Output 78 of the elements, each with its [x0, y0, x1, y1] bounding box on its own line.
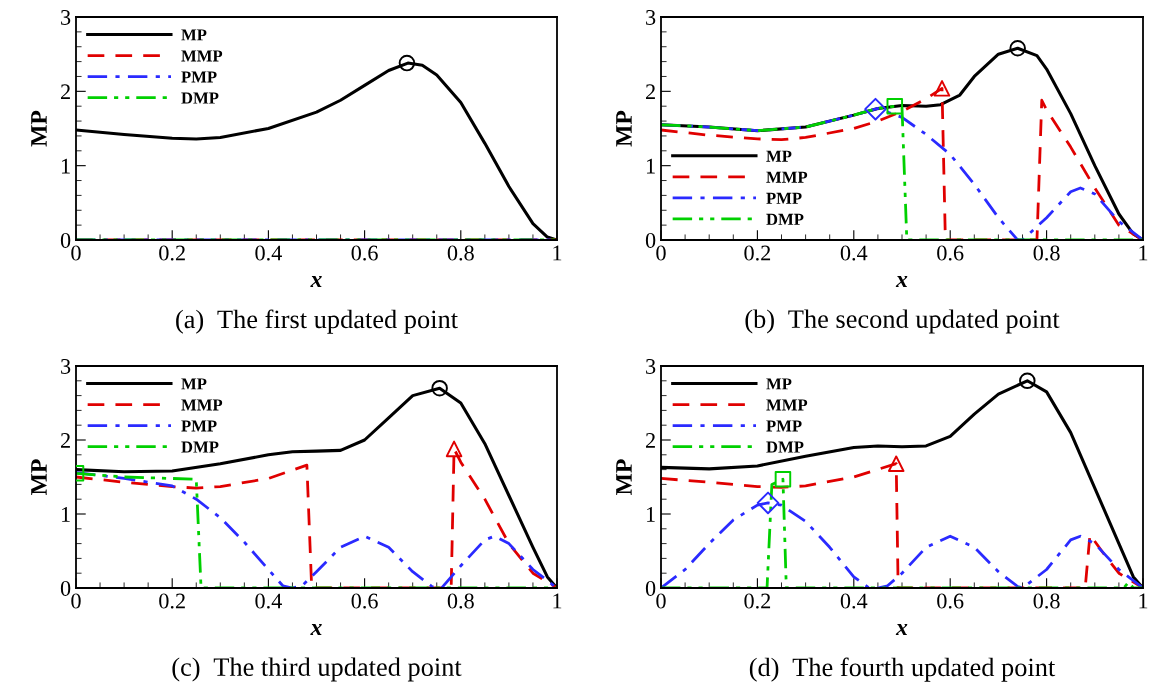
- y-tick-label: 2: [646, 84, 655, 100]
- text: (a) The first updated point: [176, 309, 458, 334]
- y-tick-label: 3: [61, 358, 71, 374]
- x-axis-title: x: [310, 276, 322, 287]
- x-tick-label: 0.4: [255, 593, 282, 609]
- legend-label: DMP: [181, 92, 219, 104]
- legend-label: DMP: [766, 441, 804, 453]
- y-tick-label: 1: [61, 158, 70, 174]
- x-tick-label: 0.8: [447, 593, 474, 609]
- point: [431, 379, 448, 397]
- legend-label: MMP: [181, 50, 223, 62]
- x-tick-label: 0.2: [744, 245, 771, 261]
- y-tick-label: 2: [61, 84, 70, 100]
- x-tick-label: 0.6: [937, 245, 964, 261]
- x-tick-label: 0.2: [159, 245, 185, 261]
- y-tick-label: 0: [60, 232, 71, 248]
- y-tick-label: 0: [645, 580, 656, 596]
- point: [756, 491, 780, 515]
- x-tick-label: 1: [553, 245, 562, 261]
- y-tick-label: 1: [646, 507, 655, 522]
- legend-label: MMP: [181, 399, 223, 411]
- legend-label: MP: [766, 150, 792, 162]
- x-axis-title: x: [310, 624, 322, 635]
- text: (d) The fourth updated point: [749, 657, 1056, 682]
- y-axis-title: MP: [31, 459, 47, 495]
- x-tick-label: 0.8: [1033, 245, 1060, 261]
- legend-label: MP: [766, 378, 792, 390]
- x-axis-title: x: [895, 624, 908, 635]
- legend-label: MMP: [766, 399, 808, 411]
- point: [1009, 39, 1026, 57]
- x-tick-label: 0.2: [744, 593, 771, 609]
- y-tick-label: 3: [61, 9, 71, 25]
- legend-label: MP: [181, 378, 207, 390]
- x-tick-label: 0: [656, 245, 666, 261]
- legend-label: MP: [181, 29, 207, 41]
- y-axis-title: MP: [31, 110, 47, 147]
- x-tick-label: 1: [1139, 245, 1148, 261]
- legend-label: MMP: [766, 171, 808, 183]
- text: (b) The second updated point: [745, 309, 1060, 334]
- x-tick-label: 0: [71, 593, 81, 609]
- y-tick-label: 3: [646, 358, 656, 374]
- x-tick-label: 0.8: [447, 245, 474, 261]
- y-tick-label: 2: [646, 432, 655, 448]
- legend-label: DMP: [766, 213, 804, 225]
- y-tick-label: 0: [60, 580, 71, 596]
- x-tick-label: 1: [1139, 593, 1148, 609]
- x-tick-label: 0.6: [351, 593, 378, 609]
- point: [864, 97, 887, 121]
- x-tick-label: 0.6: [351, 245, 378, 261]
- legend-label: PMP: [181, 71, 217, 83]
- y-tick-label: 1: [61, 507, 70, 522]
- x-tick-label: 0: [656, 593, 666, 609]
- legend-label: PMP: [181, 420, 217, 432]
- point: [886, 97, 904, 115]
- x-tick-label: 0.4: [840, 245, 868, 261]
- y-tick-label: 0: [645, 232, 656, 248]
- x-tick-label: 0.8: [1033, 593, 1060, 609]
- y-tick-label: 1: [646, 158, 655, 174]
- text: (c) The third updated point: [172, 657, 462, 682]
- x-tick-label: 0.4: [840, 593, 868, 609]
- point: [774, 470, 792, 488]
- x-axis-title: x: [895, 276, 908, 287]
- legend-label: DMP: [181, 441, 219, 453]
- x-tick-label: 0.2: [159, 593, 185, 609]
- x-tick-label: 0.4: [255, 245, 282, 261]
- point: [1019, 372, 1036, 390]
- x-tick-label: 0: [71, 245, 81, 261]
- y-tick-label: 3: [646, 9, 656, 25]
- y-axis-title: MP: [616, 110, 632, 147]
- legend-label: PMP: [766, 192, 802, 204]
- point: [445, 440, 463, 458]
- legend-label: PMP: [766, 420, 802, 432]
- x-tick-label: 1: [553, 593, 562, 609]
- y-axis-title: MP: [616, 459, 632, 495]
- y-tick-label: 2: [61, 432, 70, 448]
- x-tick-label: 0.6: [937, 593, 964, 609]
- point: [887, 455, 905, 472]
- point: [933, 80, 951, 97]
